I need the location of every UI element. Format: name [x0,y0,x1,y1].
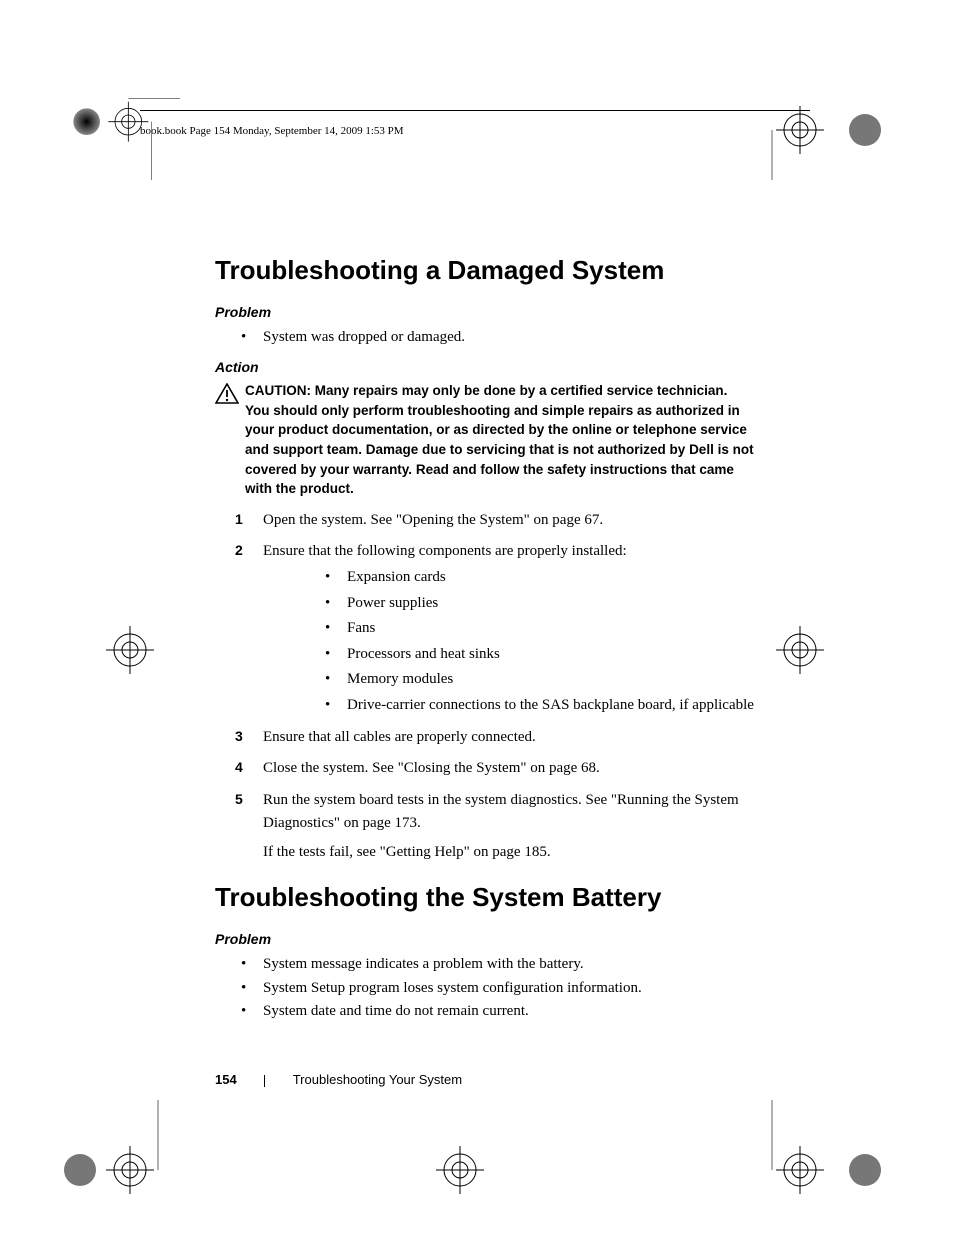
page-number: 154 [215,1072,237,1087]
problem-list-1: System was dropped or damaged. [215,326,755,349]
step-number: 4 [235,757,243,779]
step-2-components: Expansion cards Power supplies Fans Proc… [263,565,755,718]
running-header: book.book Page 154 Monday, September 14,… [140,125,404,137]
footer-divider [264,1075,265,1087]
header-rule [140,110,810,111]
step-1: 1 Open the system. See "Opening the Syst… [263,509,755,532]
caution-block: CAUTION: Many repairs may only be done b… [215,381,755,498]
caution-icon [215,381,245,498]
step-4: 4 Close the system. See "Closing the Sys… [263,757,755,780]
page: book.book Page 154 Monday, September 14,… [0,0,954,1235]
list-item: Memory modules [347,667,755,693]
list-item: Processors and heat sinks [347,642,755,668]
list-item: System message indicates a problem with … [263,953,755,976]
list-item: System was dropped or damaged. [263,326,755,349]
action-heading: Action [215,359,755,375]
step-text: Ensure that all cables are properly conn… [263,726,755,749]
step-number: 3 [235,726,243,748]
action-steps: 1 Open the system. See "Opening the Syst… [215,509,755,865]
chapter-title: Troubleshooting Your System [293,1072,462,1087]
caution-label: CAUTION: [245,383,311,398]
page-footer: 154 Troubleshooting Your System [215,1072,462,1087]
step-number: 1 [235,509,243,531]
step-note: If the tests fail, see "Getting Help" on… [263,841,755,864]
problem-list-2: System message indicates a problem with … [215,953,755,1023]
step-number: 5 [235,789,243,811]
step-5: 5 Run the system board tests in the syst… [263,789,755,865]
list-item: Power supplies [347,591,755,617]
list-item: System Setup program loses system config… [263,977,755,1000]
list-item: Fans [347,616,755,642]
crop-mark-bottom-left [60,1100,180,1220]
step-text: Run the system board tests in the system… [263,789,755,836]
crop-mark-bottom-center [400,1130,520,1210]
list-item: System date and time do not remain curre… [263,1000,755,1023]
section-title-battery: Troubleshooting the System Battery [215,882,755,913]
step-text: Close the system. See "Closing the Syste… [263,757,755,780]
caution-text: CAUTION: Many repairs may only be done b… [245,381,755,498]
crop-mark-mid-right [770,610,890,690]
list-item: Drive-carrier connections to the SAS bac… [347,693,755,719]
step-number: 2 [235,540,243,562]
step-text: Ensure that the following components are… [263,540,755,563]
problem-heading-1: Problem [215,304,755,320]
problem-heading-2: Problem [215,931,755,947]
crop-mark-top-right [770,80,900,180]
step-text: Open the system. See "Opening the System… [263,509,755,532]
list-item: Expansion cards [347,565,755,591]
step-3: 3 Ensure that all cables are properly co… [263,726,755,749]
crop-mark-bottom-right [770,1100,900,1220]
crop-mark-mid-left [60,610,180,690]
caution-body: Many repairs may only be done by a certi… [245,383,754,496]
step-2: 2 Ensure that the following components a… [263,540,755,718]
section-title-damaged-system: Troubleshooting a Damaged System [215,255,755,286]
page-content: Troubleshooting a Damaged System Problem… [215,255,755,1033]
